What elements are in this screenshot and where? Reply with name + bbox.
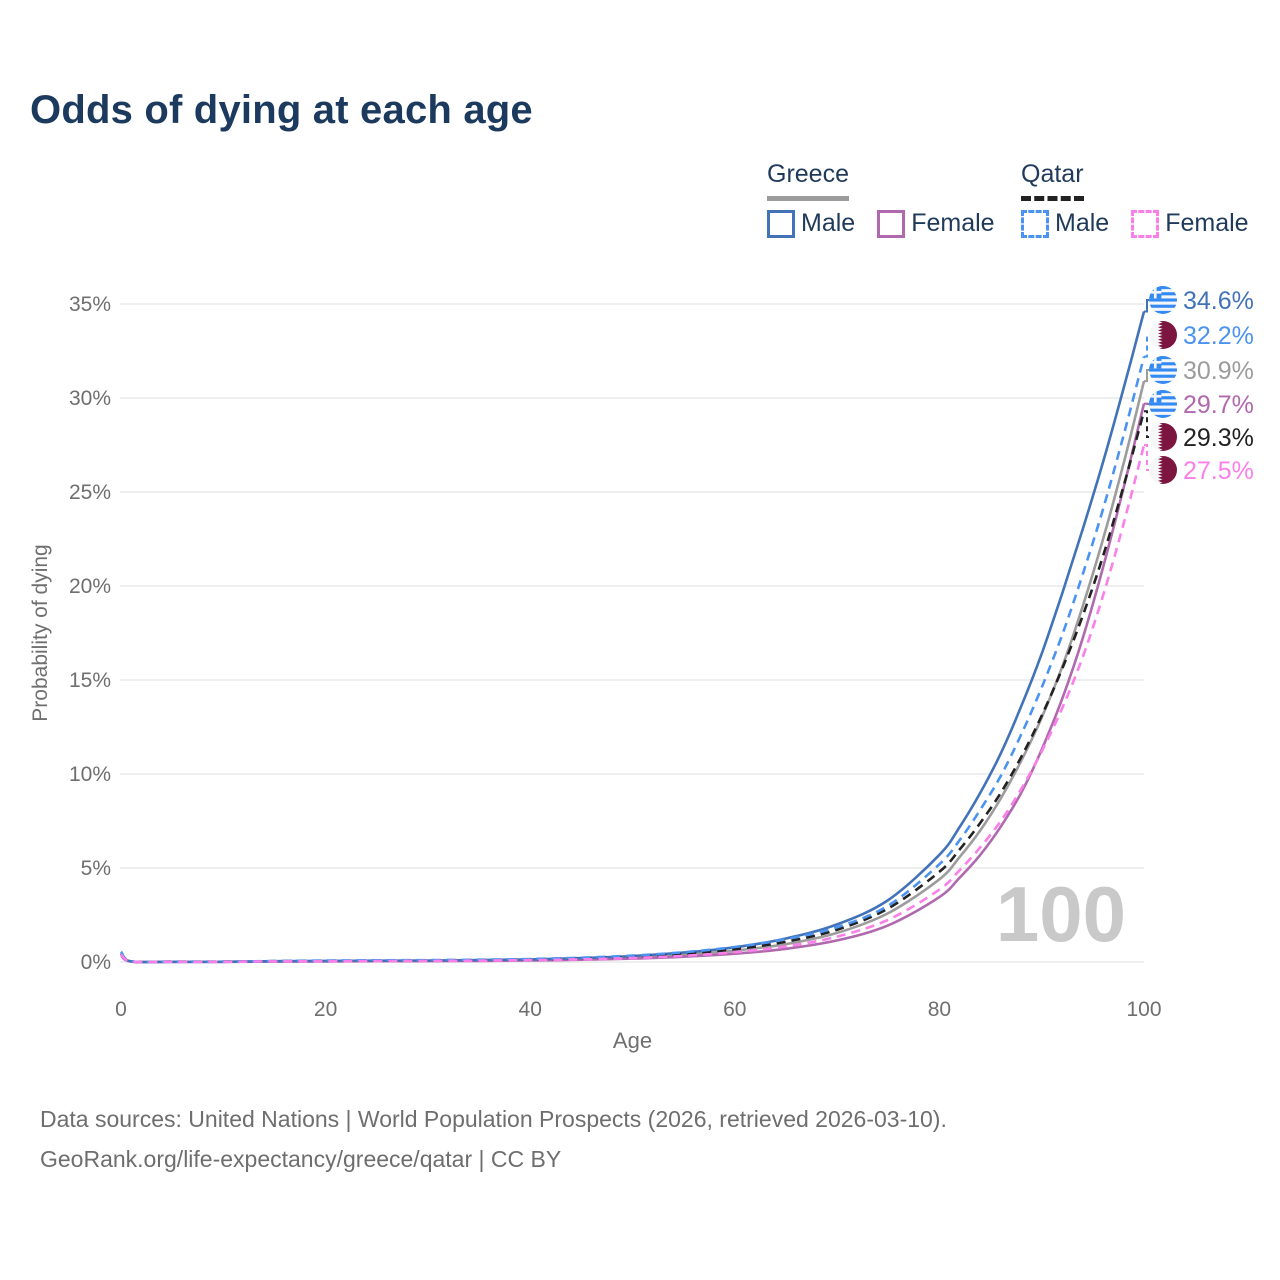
leader-line-qatar-combined xyxy=(1144,410,1149,438)
series-line-qatar-combined[interactable] xyxy=(120,410,1146,964)
x-tick-label: 20 xyxy=(314,998,337,1021)
series-layer xyxy=(119,311,1146,964)
y-tick-label: 20% xyxy=(69,575,111,598)
end-label-greece-male: 34.6% xyxy=(1183,287,1254,315)
qatar-flag-icon xyxy=(1149,423,1177,451)
end-label-greece-combined: 30.9% xyxy=(1183,357,1254,385)
footer-data-sources: Data sources: United Nations | World Pop… xyxy=(40,1106,947,1132)
end-label-qatar-female: 27.5% xyxy=(1183,457,1254,485)
footer-attribution-link[interactable]: GeoRank.org/life-expectancy/greece/qatar… xyxy=(40,1146,562,1173)
page-title: Odds of dying at each age xyxy=(30,88,533,132)
end-label-greece-female: 29.7% xyxy=(1183,391,1254,419)
axis-layer: 0% 5% 10% 15% 20% 25% 30% 35% 0 20 40 60 80 100 Age Pro… xyxy=(29,293,1162,1053)
y-tick-label: 5% xyxy=(81,857,111,880)
legend-label-qatar-male[interactable]: Male xyxy=(1055,209,1110,237)
x-tick-label: 0 xyxy=(115,998,127,1021)
leader-line-greece-combined xyxy=(1144,369,1149,383)
grid-layer xyxy=(120,303,1144,963)
y-tick-label: 25% xyxy=(69,481,111,504)
x-tick-label: 100 xyxy=(1126,998,1161,1021)
greece-flag-icon xyxy=(1149,356,1177,384)
legend-label-greece-female[interactable]: Female xyxy=(911,209,995,237)
end-label-qatar-male: 32.2% xyxy=(1183,322,1254,350)
x-tick-label: 80 xyxy=(928,998,951,1021)
legend-label-qatar-female[interactable]: Female xyxy=(1165,209,1249,237)
leader-line-qatar-female xyxy=(1144,444,1149,471)
legend-country-greece[interactable]: Greece xyxy=(767,160,849,201)
legend-swatch-greece-male[interactable] xyxy=(767,209,795,238)
x-axis-title: Age xyxy=(613,1028,652,1053)
series-line-qatar-male[interactable] xyxy=(119,356,1146,964)
legend-swatch-qatar-female[interactable] xyxy=(1131,209,1160,238)
series-line-qatar-female[interactable] xyxy=(120,444,1146,964)
end-label-qatar-combined: 29.3% xyxy=(1183,424,1254,452)
leader-line-greece-male xyxy=(1144,299,1149,313)
qatar-flag-icon xyxy=(1149,321,1177,349)
y-tick-label: 35% xyxy=(69,293,111,316)
end-label-layer: 34.6% 32.2% 30.9% 29.7% 29.3% 27.5% xyxy=(1144,286,1254,485)
x-tick-label: 40 xyxy=(519,998,542,1021)
qatar-flag-icon xyxy=(1149,456,1177,484)
footer: Data sources: United Nations | World Pop… xyxy=(40,1104,947,1184)
legend-label-greece-male[interactable]: Male xyxy=(801,209,856,237)
y-tick-label: 15% xyxy=(69,669,111,692)
legend-group-greece: Greece Male Female xyxy=(767,160,1017,238)
x-tick-label: 60 xyxy=(723,998,746,1021)
legend-swatch-qatar-male[interactable] xyxy=(1021,209,1049,238)
legend-group-qatar: Qatar Male Female xyxy=(1021,160,1271,238)
series-line-greece-female[interactable] xyxy=(120,403,1146,964)
y-tick-label: 10% xyxy=(69,763,111,786)
watermark-layer: 100 xyxy=(996,870,1126,958)
y-tick-label: 0% xyxy=(81,951,111,974)
y-axis-title: Probability of dying xyxy=(29,544,52,721)
greece-flag-icon xyxy=(1149,286,1177,314)
series-line-greece-male[interactable] xyxy=(120,311,1146,964)
legend-country-qatar[interactable]: Qatar xyxy=(1021,160,1084,201)
age-hover-watermark: 100 xyxy=(996,870,1126,958)
leader-line-qatar-male xyxy=(1144,334,1149,358)
greece-flag-icon xyxy=(1149,390,1177,418)
legend-swatch-greece-female[interactable] xyxy=(877,209,906,238)
y-tick-label: 30% xyxy=(69,387,111,410)
series-line-greece-combined[interactable] xyxy=(120,380,1146,964)
